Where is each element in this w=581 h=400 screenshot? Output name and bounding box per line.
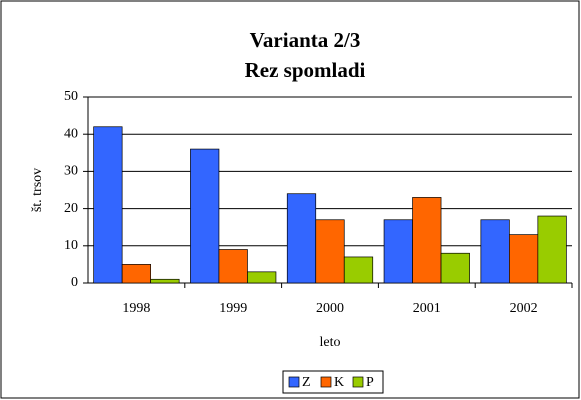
bar xyxy=(412,197,442,284)
bar xyxy=(150,278,180,284)
bar xyxy=(247,271,277,284)
legend-label: Z xyxy=(302,375,311,390)
chart-title: Varianta 2/3 xyxy=(250,28,361,52)
legend-box xyxy=(282,370,384,394)
y-tick-label: 50 xyxy=(64,89,78,104)
chart-subtitle: Rez spomladi xyxy=(245,58,366,82)
bar xyxy=(315,219,345,284)
legend-swatch xyxy=(320,376,332,388)
y-tick-label: 40 xyxy=(64,126,78,141)
bar xyxy=(286,193,317,284)
y-tick-label: 0 xyxy=(71,275,78,290)
bar xyxy=(509,234,539,284)
y-tick-label: 30 xyxy=(64,164,78,179)
bar xyxy=(343,256,374,284)
x-tick-label: 1998 xyxy=(122,301,150,316)
legend-label: K xyxy=(334,375,344,390)
bar xyxy=(537,215,567,284)
bar xyxy=(121,264,152,284)
bar xyxy=(93,126,123,284)
x-axis-label: leto xyxy=(320,335,341,350)
x-tick-label: 2000 xyxy=(316,301,344,316)
legend-label: P xyxy=(366,375,374,390)
y-tick-label: 20 xyxy=(64,201,78,216)
bar xyxy=(383,219,413,284)
y-axis-label: št. trsov xyxy=(30,168,45,212)
legend-swatch xyxy=(288,376,300,388)
bar xyxy=(190,148,220,284)
y-tick-label: 10 xyxy=(64,238,78,253)
x-tick-label: 1999 xyxy=(219,301,247,316)
legend-swatch xyxy=(352,376,364,388)
bar xyxy=(480,219,510,284)
x-tick-label: 2002 xyxy=(510,301,538,316)
bar xyxy=(218,249,248,284)
x-tick-label: 2001 xyxy=(413,301,441,316)
bar xyxy=(440,252,470,284)
